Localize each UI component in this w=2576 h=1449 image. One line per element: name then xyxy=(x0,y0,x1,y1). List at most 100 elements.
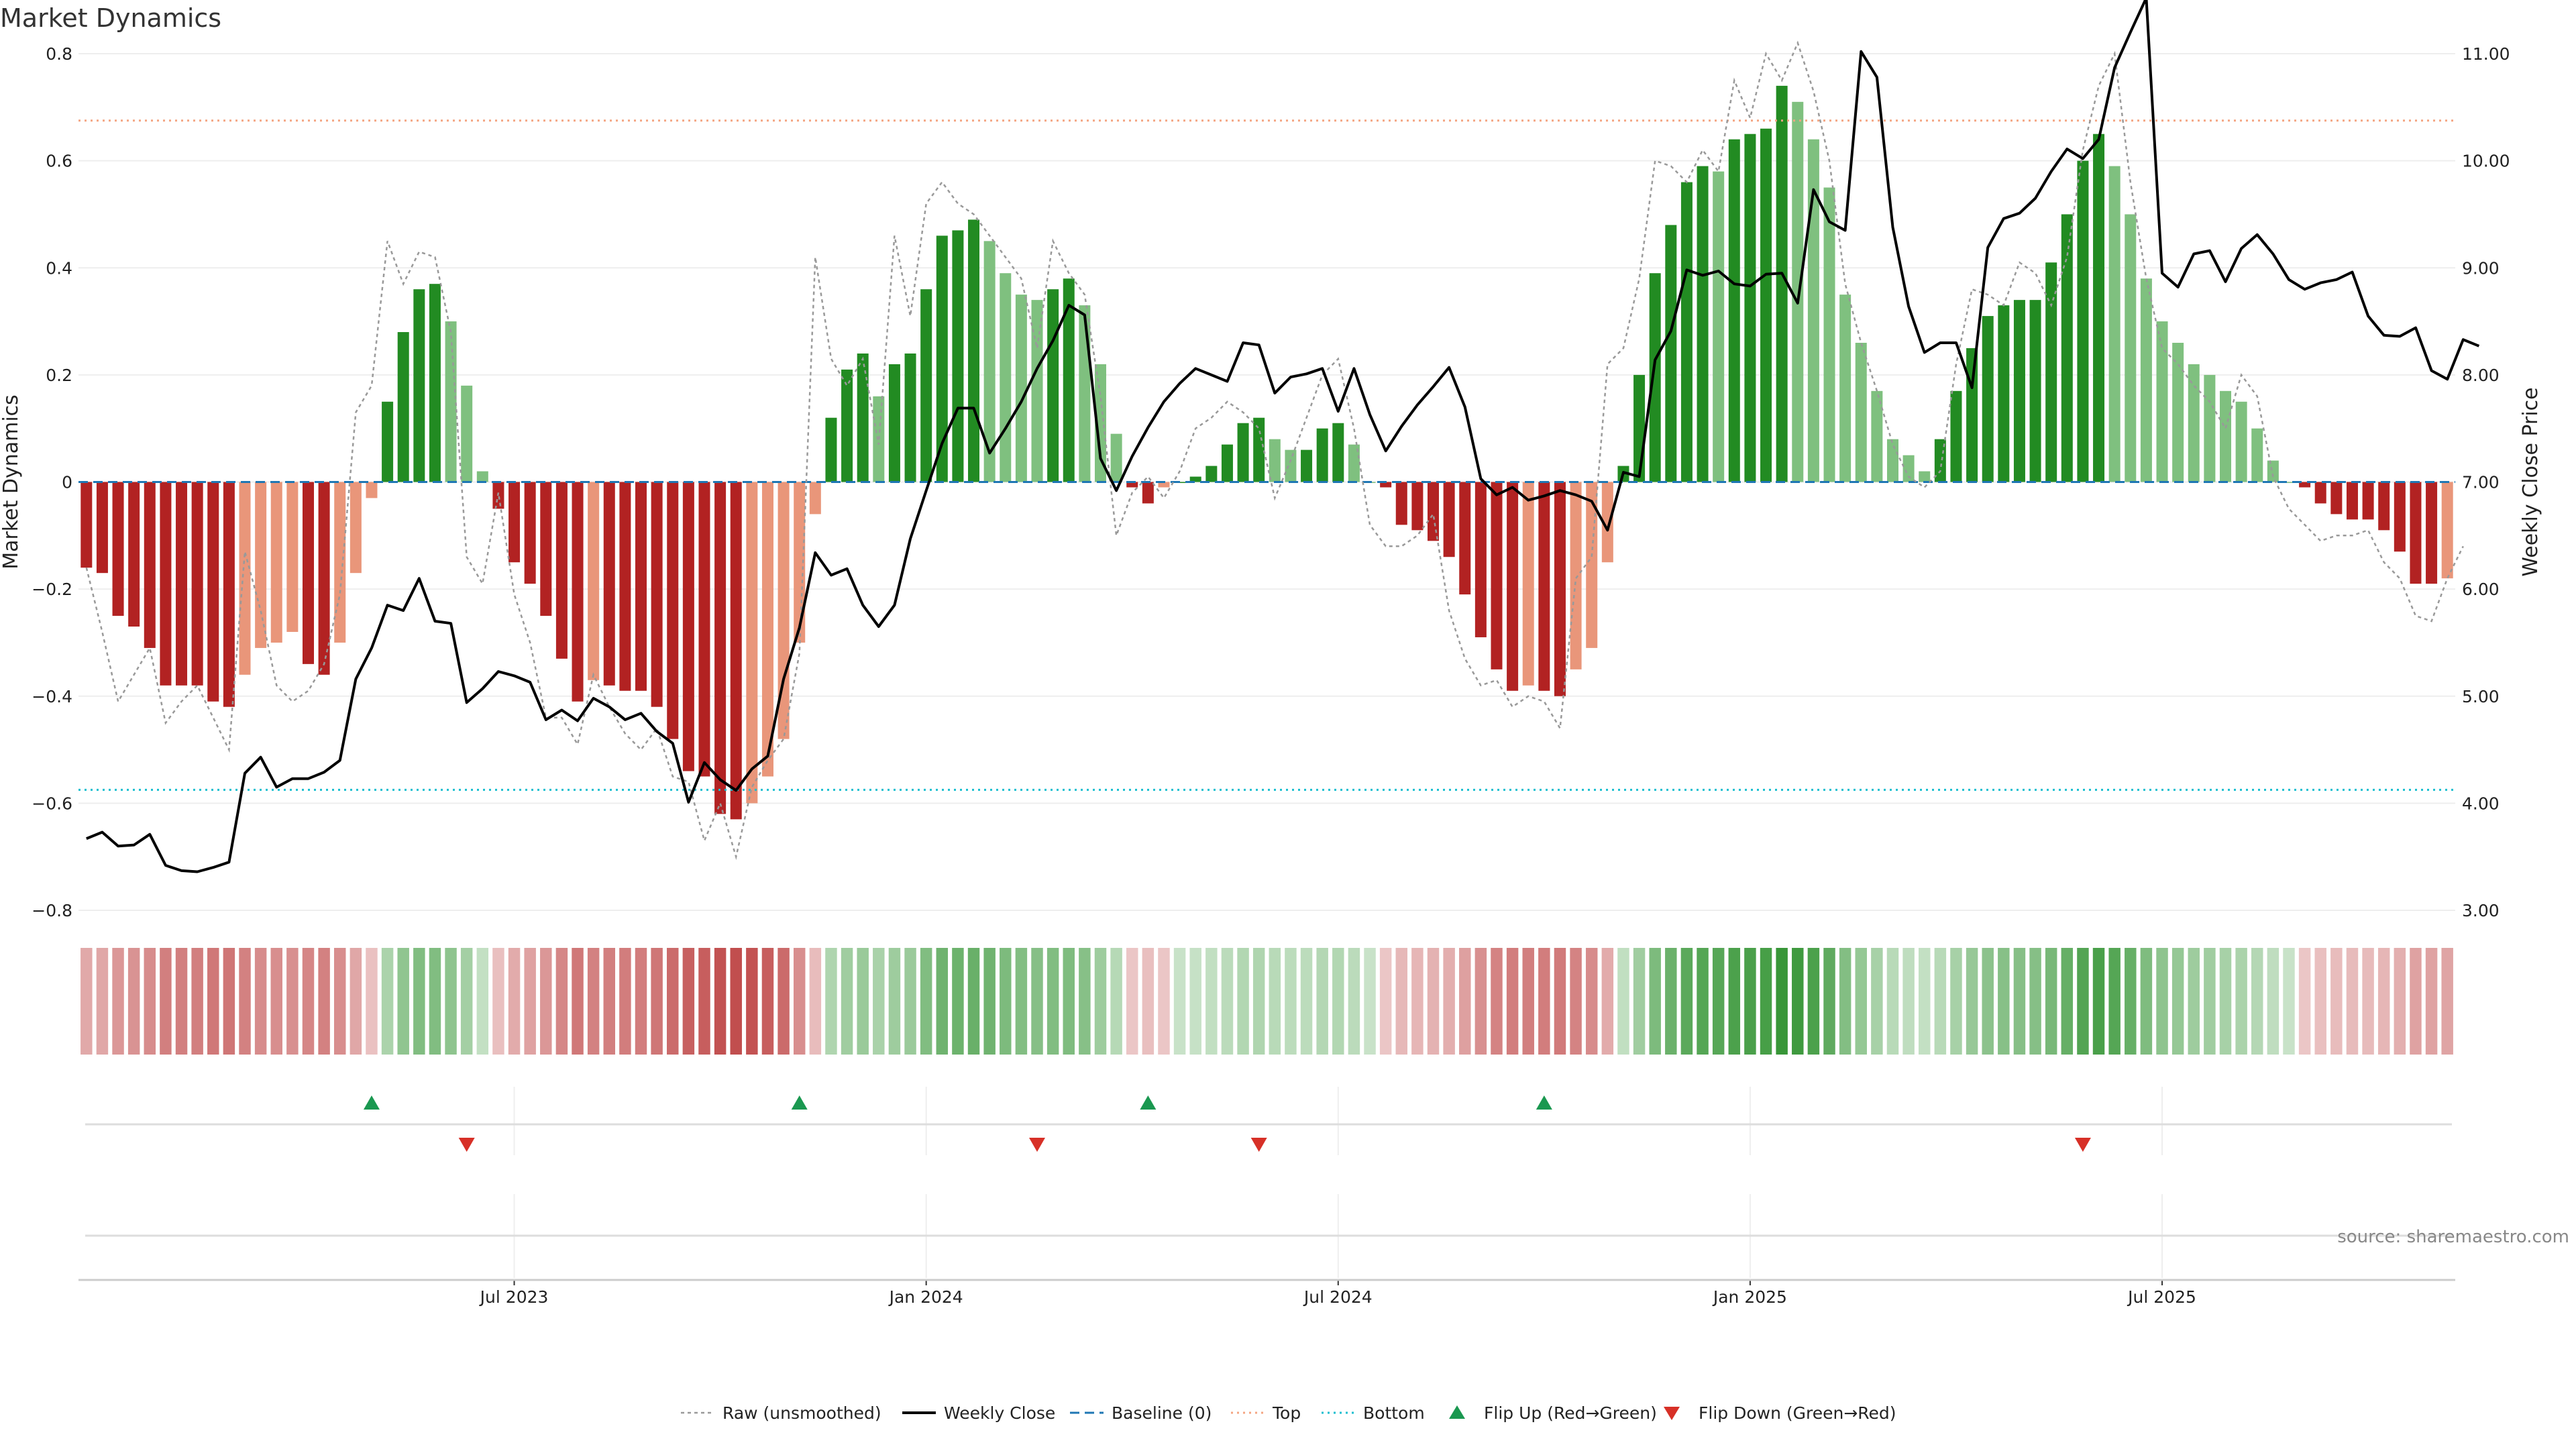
bar xyxy=(2156,321,2168,482)
bar xyxy=(1886,439,1898,482)
bar xyxy=(761,482,773,777)
bar xyxy=(2378,482,2390,531)
bar xyxy=(239,482,251,675)
bar xyxy=(1000,273,1012,482)
regime-cell xyxy=(2346,948,2359,1055)
y-tick-label: 0.6 xyxy=(46,152,72,171)
regime-cell xyxy=(936,948,949,1055)
regime-cell xyxy=(1776,948,1788,1055)
regime-cell xyxy=(1079,948,1091,1055)
bar xyxy=(920,289,932,482)
regime-cell xyxy=(2362,948,2374,1055)
regime-cell xyxy=(1285,948,1297,1055)
bar xyxy=(952,230,964,482)
regime-cell xyxy=(160,948,172,1055)
regime-cell xyxy=(1601,948,1614,1055)
bar xyxy=(1031,300,1043,482)
bar xyxy=(461,385,473,482)
regime-cell xyxy=(254,948,267,1055)
flip-markers xyxy=(363,1095,2091,1152)
regime-cell xyxy=(2314,948,2326,1055)
regime-cell xyxy=(1823,948,1835,1055)
bar xyxy=(2188,364,2200,482)
bar xyxy=(223,482,235,707)
bar xyxy=(1554,482,1566,696)
flip-up-marker xyxy=(1140,1095,1157,1110)
chart-title: Market Dynamics xyxy=(0,3,221,33)
bar xyxy=(2235,401,2247,482)
regime-cell xyxy=(80,948,93,1055)
bar xyxy=(112,482,124,616)
regime-cell xyxy=(1680,948,1693,1055)
legend-item: Baseline (0) xyxy=(1070,1403,1212,1423)
bar xyxy=(809,482,821,515)
regime-cell xyxy=(1443,948,1455,1055)
bar xyxy=(1522,482,1534,686)
regime-cell xyxy=(1792,948,1804,1055)
y-axis-label: Market Dynamics xyxy=(0,394,23,570)
regime-cell xyxy=(1585,948,1598,1055)
regime-cell xyxy=(1300,948,1313,1055)
bar xyxy=(1855,342,1867,482)
title-group: Market Dynamics xyxy=(0,3,221,33)
regime-cell xyxy=(2045,948,2057,1055)
bar xyxy=(682,482,694,771)
flip-down-marker xyxy=(1250,1138,1267,1152)
bar xyxy=(1950,390,1962,482)
bar xyxy=(1776,85,1788,482)
regime-cell xyxy=(1316,948,1328,1055)
regime-cell xyxy=(2425,948,2438,1055)
regime-cell xyxy=(508,948,521,1055)
regime-cell xyxy=(2108,948,2121,1055)
legend-item: Flip Down (Green→Red) xyxy=(1664,1403,1896,1423)
bar xyxy=(2108,166,2121,482)
regime-cell xyxy=(1617,948,1629,1055)
bar xyxy=(1428,482,1440,541)
bar xyxy=(334,482,346,643)
regime-cell xyxy=(857,948,869,1055)
bar xyxy=(698,482,710,777)
bar xyxy=(2013,300,2025,482)
bar xyxy=(2220,390,2232,482)
y2-axis-label: Weekly Close Price xyxy=(2519,387,2542,576)
legend-item: Bottom xyxy=(1322,1403,1425,1423)
bar xyxy=(714,482,727,814)
regime-cell xyxy=(2410,948,2422,1055)
bar xyxy=(1047,289,1059,482)
regime-cell xyxy=(1348,948,1360,1055)
bar xyxy=(1570,482,1582,669)
regime-cell xyxy=(777,948,790,1055)
bar xyxy=(1792,101,1804,482)
y2-tick-label: 4.00 xyxy=(2462,794,2500,813)
regime-cell xyxy=(873,948,885,1055)
legend-triangle-down-icon xyxy=(1664,1407,1680,1420)
regime-cell xyxy=(2188,948,2200,1055)
regime-cell xyxy=(302,948,315,1055)
regime-cell xyxy=(460,948,473,1055)
legend-label: Weekly Close xyxy=(944,1403,1055,1423)
flip-down-marker xyxy=(2074,1138,2091,1152)
bar xyxy=(1316,428,1328,482)
regime-cell xyxy=(730,948,742,1055)
regime-cell xyxy=(413,948,425,1055)
bar xyxy=(1649,273,1661,482)
bar xyxy=(2346,482,2358,520)
bars-layer xyxy=(80,85,2453,820)
bar xyxy=(2410,482,2422,584)
bar xyxy=(1633,374,1646,482)
bar xyxy=(746,482,758,804)
legend-item: Top xyxy=(1231,1403,1301,1423)
bar xyxy=(2314,482,2326,504)
regime-cell xyxy=(207,948,219,1055)
bar xyxy=(1380,482,1392,488)
bar xyxy=(1348,444,1360,482)
bar xyxy=(2045,262,2057,482)
bar xyxy=(2251,428,2263,482)
regime-cell xyxy=(2267,948,2279,1055)
bar xyxy=(1395,482,1407,525)
bar xyxy=(825,417,837,482)
regime-cell xyxy=(1000,948,1012,1055)
regime-cell xyxy=(1142,948,1155,1055)
regime-cell xyxy=(1998,948,2010,1055)
bar xyxy=(1601,482,1613,563)
